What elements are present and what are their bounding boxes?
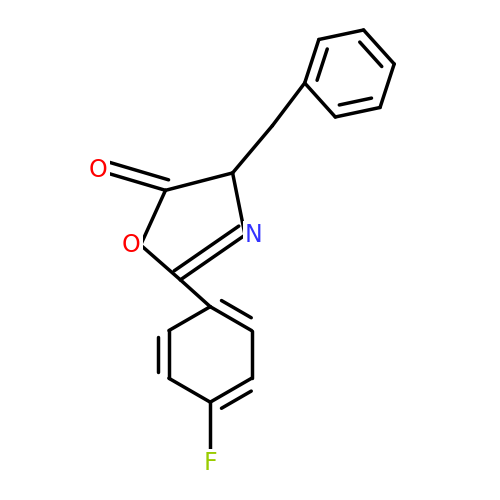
Text: N: N: [245, 223, 263, 247]
Text: F: F: [204, 452, 217, 475]
Text: O: O: [122, 233, 141, 257]
Text: O: O: [89, 158, 108, 182]
